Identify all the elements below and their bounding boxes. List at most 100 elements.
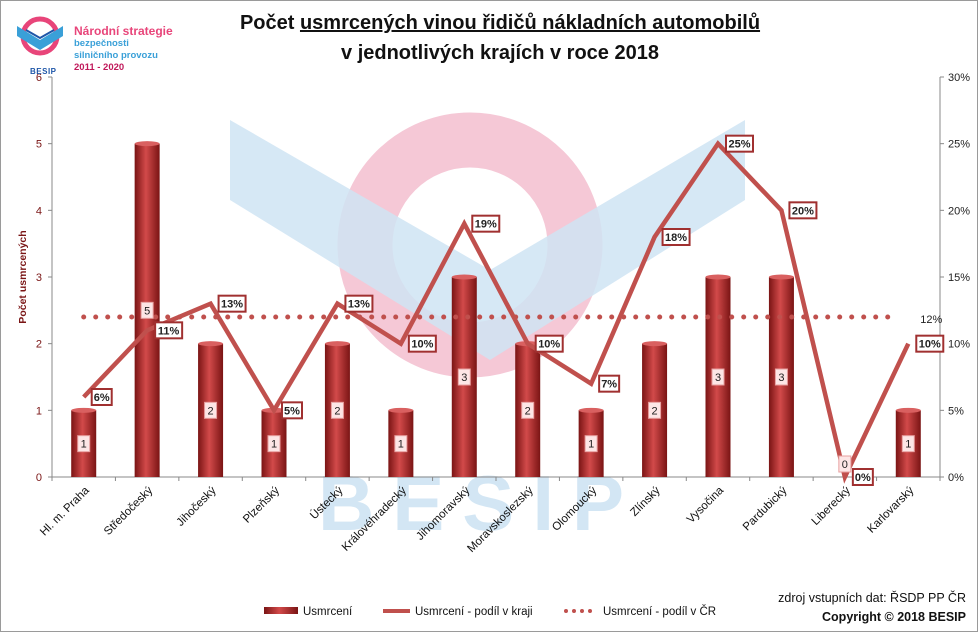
chart-title-pre: Počet [239,12,300,34]
bar-value-label: 3 [461,372,467,384]
y-tick-label-right: 0% [948,472,964,484]
share-label-box [598,374,621,393]
share-label-box [154,321,184,340]
bar-value-box [901,435,915,453]
bar-value-label: 1 [905,439,911,451]
share-label: 13% [221,299,243,311]
bar-top [134,141,160,147]
share-label: 10% [919,339,941,351]
share-label-box [90,388,113,406]
bar-value-box [394,435,408,453]
bar-value-label: 3 [778,372,784,384]
share-label-box [471,214,501,233]
y-tick-label-right: 15% [948,272,970,284]
bar-top [578,407,604,413]
bar-top [324,341,350,347]
share-label-box [661,228,691,246]
bar-top [388,407,414,413]
chart-title-line2: v jednotlivých krajích v roce 2018 [341,42,659,64]
bar-top [895,407,921,413]
share-label: 20% [792,205,814,217]
bar-value-label: 5 [144,305,150,317]
share-label: 11% [158,325,180,337]
share-label-box [407,334,437,353]
legend-bar-swatch [264,607,298,614]
x-tick-label: Jihočeský [174,484,218,528]
y-tick-label-left: 4 [36,205,42,217]
y-tick-label-left: 2 [36,339,42,351]
regional-share-line [82,140,911,484]
logo-line3: silničního provozu [74,50,158,61]
data-labels: 1 5 2 1 2 1 3 2 1 2 3 3 0 1 6% 11% 13% 5% 13% 10% 19% 10% 7% 18… [77,134,945,486]
logo-line1: Národní strategie [74,24,173,38]
x-tick-label: Plzeňský [241,484,282,525]
x-tick-label: Karlovarský [865,484,916,535]
y-tick-label-left: 5 [36,139,42,151]
national-share-label: 12% [920,314,942,326]
besip-logo: BESIP Národní strategie bezpečnosti siln… [12,10,197,80]
share-label: 18% [665,232,687,244]
logo-brand: BESIP [30,67,57,76]
share-label: 19% [475,219,497,231]
bar-value-box [204,401,218,419]
y-tick-label-right: 5% [948,405,964,417]
legend-bar-label: Usmrcení [303,606,353,618]
data-source-note: zdroj vstupních dat: ŘSDP PP ČR [778,591,966,605]
bar-value-label: 1 [398,439,404,451]
share-label: 13% [348,299,370,311]
share-label-box [915,334,945,353]
y-tick-label-right: 10% [948,339,970,351]
y-tick-label-left: 1 [36,405,42,417]
share-label: 10% [411,339,433,351]
bar-value-box [330,401,344,419]
bar-value-box [521,401,535,419]
bar-value-box [584,435,598,453]
bar-top [198,341,224,347]
share-label-box [534,334,564,353]
logo-years: 2011 - 2020 [74,62,125,73]
share-label: 5% [284,405,300,417]
bar-value-box [140,301,154,319]
share-label-box [725,134,754,153]
watermark-chevron [230,120,745,360]
x-tick-label: Vysočina [685,484,727,526]
legend: Usmrcení Usmrcení - podíl v kraji Usmrcení… [264,605,716,618]
share-label-box [217,294,247,313]
y-tick-label-left: 3 [36,272,42,284]
bar-value-label: 2 [525,405,531,417]
bar-value-label: 3 [715,372,721,384]
x-tick-label: Liberecký [810,484,853,527]
bar-value-label: 0 [842,459,848,471]
y-tick-label-left: 0 [36,472,42,484]
bar-value-box [267,435,281,453]
bar-top [768,274,794,280]
bar-value-label: 2 [208,405,214,417]
share-label-box [344,294,374,313]
legend-line-label: Usmrcení - podíl v kraji [415,606,533,618]
share-label: 25% [728,139,750,151]
share-label: 7% [601,379,617,391]
bar-value-box [457,368,471,386]
copyright-note: Copyright © 2018 BESIP [822,610,966,624]
bar-value-label: 1 [271,439,277,451]
bar-value-box [838,455,852,473]
y-tick-label-right: 30% [948,72,970,84]
bar-value-box [77,435,91,453]
legend-dotted-label: Usmrcení - podíl v ČR [603,605,716,618]
logo-emblem-icon [17,16,63,56]
share-label-box [788,201,818,220]
x-tick-label: Hl. m. Praha [38,484,92,538]
bar-top [451,274,477,280]
bar-value-label: 2 [652,405,658,417]
bar-value-label: 1 [81,439,87,451]
y-tick-label-right: 25% [948,139,970,151]
bar-value-label: 1 [588,439,594,451]
line-series [81,140,911,484]
share-label: 10% [538,339,560,351]
share-label: 6% [94,392,110,404]
x-tick-label: Středočeský [102,484,155,537]
chart-title-line1: Počet usmrcených vinou řidičů nákladních… [200,12,800,35]
y-axis-title: Počet usmrcených [17,230,29,323]
y-tick-label-left: 6 [36,72,42,84]
